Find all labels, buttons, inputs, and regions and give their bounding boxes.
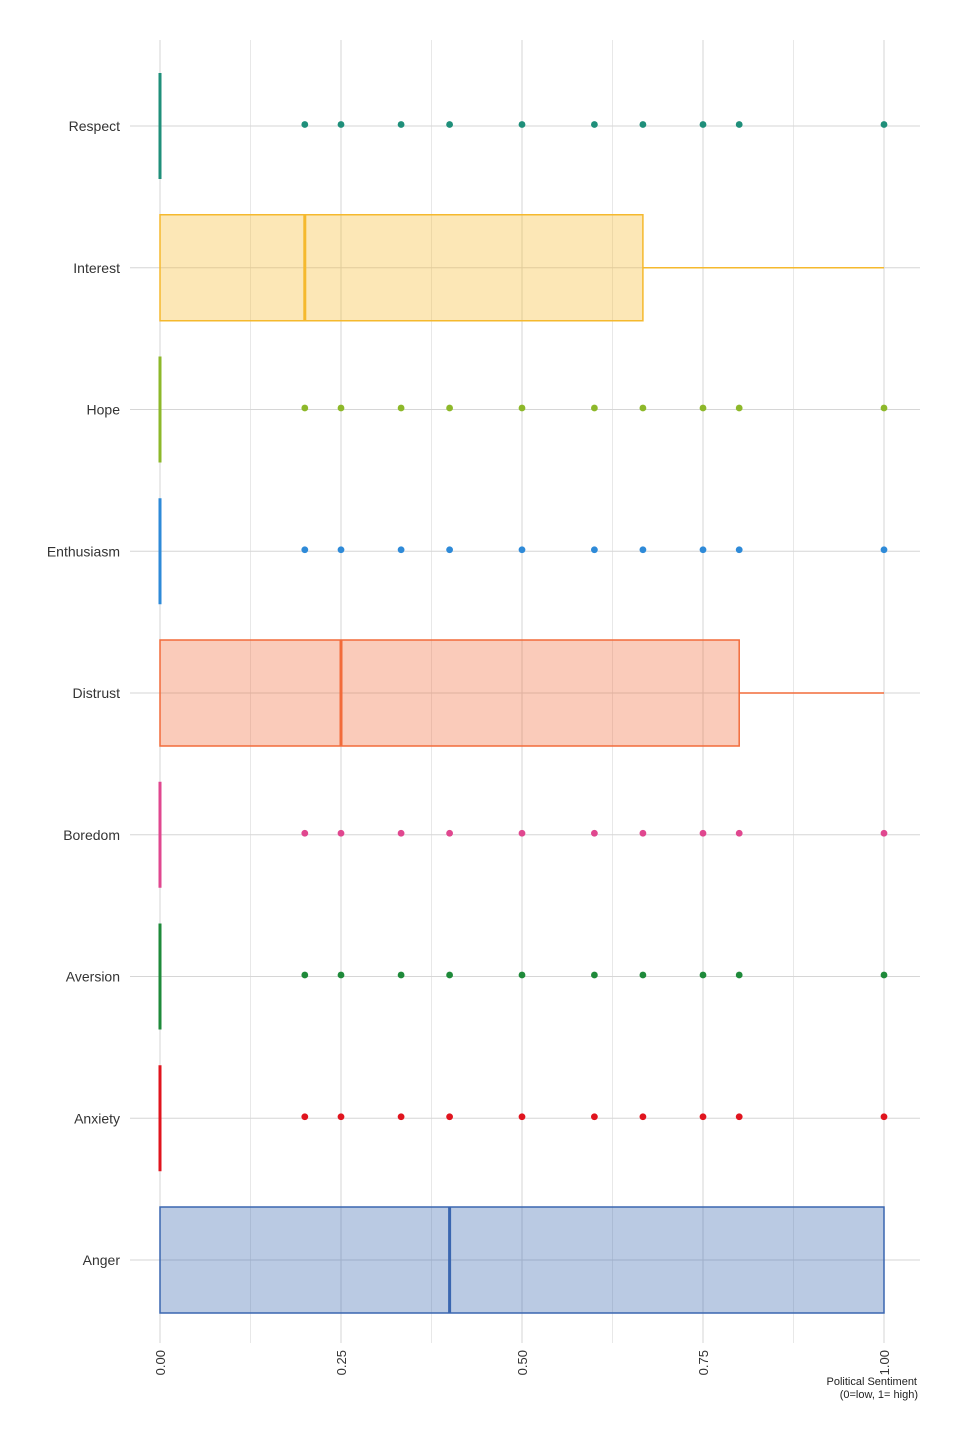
outlier-point-hope (639, 404, 647, 412)
outlier-point-enthusiasm (337, 546, 345, 554)
outlier-point-enthusiasm (301, 546, 309, 554)
outlier-point-boredom (699, 829, 707, 837)
outlier-point-anxiety (337, 1113, 345, 1121)
outlier-point-boredom (397, 829, 405, 837)
x-axis-title-line-2: (0=low, 1= high) (840, 1389, 918, 1401)
series-hope (158, 356, 888, 463)
outlier-point-boredom (301, 829, 309, 837)
category-label-anger: Anger (83, 1252, 121, 1268)
outlier-point-aversion (735, 971, 743, 979)
outlier-point-enthusiasm (880, 546, 888, 554)
box-interest (159, 214, 644, 322)
outlier-point-hope (880, 404, 888, 412)
outlier-point-anxiety (518, 1113, 526, 1121)
outlier-point-respect (446, 121, 453, 128)
outlier-point-respect (735, 121, 743, 128)
outlier-point-respect (591, 121, 598, 128)
outlier-point-anxiety (397, 1113, 405, 1121)
outlier-point-hope (518, 404, 526, 412)
outlier-point-aversion (337, 971, 345, 979)
outlier-point-enthusiasm (518, 546, 526, 554)
outlier-point-anxiety (591, 1113, 598, 1121)
box-anger (159, 1206, 885, 1314)
outlier-point-boredom (591, 829, 598, 837)
outlier-point-aversion (639, 971, 647, 979)
outlier-point-anxiety (880, 1113, 888, 1121)
outlier-point-aversion (446, 971, 453, 979)
category-label-boredom: Boredom (63, 827, 120, 843)
x-tick-label: 0.50 (515, 1350, 530, 1375)
outlier-point-aversion (397, 971, 405, 979)
category-label-respect: Respect (69, 118, 120, 134)
outlier-point-boredom (446, 829, 453, 837)
category-label-aversion: Aversion (66, 969, 120, 985)
outlier-point-hope (699, 404, 707, 412)
category-label-distrust: Distrust (73, 685, 121, 701)
outlier-point-enthusiasm (397, 546, 405, 554)
outlier-point-boredom (639, 829, 647, 837)
outlier-point-aversion (301, 971, 309, 979)
outlier-point-hope (337, 404, 345, 412)
x-tick-label: 0.00 (153, 1350, 168, 1375)
outlier-point-enthusiasm (446, 546, 453, 554)
category-label-enthusiasm: Enthusiasm (47, 543, 120, 559)
outlier-point-boredom (518, 829, 526, 837)
outlier-point-boredom (735, 829, 743, 837)
x-tick-label: 1.00 (877, 1350, 892, 1375)
outlier-point-hope (591, 404, 598, 412)
series-anger (159, 1206, 885, 1314)
outlier-point-aversion (880, 971, 888, 979)
outlier-point-hope (301, 404, 309, 412)
outlier-point-respect (518, 121, 526, 128)
outlier-point-aversion (591, 971, 598, 979)
outlier-point-boredom (337, 829, 345, 837)
series-distrust (159, 639, 884, 747)
outlier-point-anxiety (699, 1113, 707, 1121)
outlier-point-hope (397, 404, 405, 412)
outlier-point-aversion (699, 971, 707, 979)
outlier-point-respect (337, 121, 345, 128)
x-axis-title-line-1: Political Sentiment (827, 1376, 918, 1388)
outlier-point-enthusiasm (591, 546, 598, 554)
outlier-point-respect (639, 121, 647, 128)
marks-layer (158, 73, 888, 1314)
series-anxiety (158, 1065, 888, 1172)
category-label-interest: Interest (73, 260, 120, 276)
x-tick-label: 0.25 (334, 1350, 349, 1375)
outlier-point-enthusiasm (639, 546, 647, 554)
outlier-point-hope (446, 404, 453, 412)
series-aversion (158, 923, 888, 1030)
x-tick-label: 0.75 (696, 1350, 711, 1375)
category-label-anxiety: Anxiety (74, 1110, 120, 1126)
outlier-point-respect (301, 121, 309, 128)
category-label-hope: Hope (87, 402, 121, 418)
outlier-point-respect (880, 121, 888, 128)
box-distrust (159, 639, 740, 747)
outlier-point-anxiety (446, 1113, 453, 1121)
outlier-point-enthusiasm (735, 546, 743, 554)
outlier-point-anxiety (301, 1113, 309, 1121)
outlier-point-anxiety (639, 1113, 647, 1121)
outlier-point-anxiety (735, 1113, 743, 1121)
outlier-point-hope (735, 404, 743, 412)
outlier-point-respect (397, 121, 405, 128)
outlier-point-enthusiasm (699, 546, 707, 554)
outlier-point-boredom (880, 829, 888, 837)
outlier-point-aversion (518, 971, 526, 979)
outlier-point-respect (699, 121, 707, 128)
series-boredom (158, 781, 888, 888)
series-enthusiasm (158, 498, 888, 605)
series-respect (158, 73, 888, 179)
series-interest (159, 214, 884, 322)
labels-layer: Respect Interest Hope Enthusiasm Distrust Bor… (47, 118, 892, 1375)
